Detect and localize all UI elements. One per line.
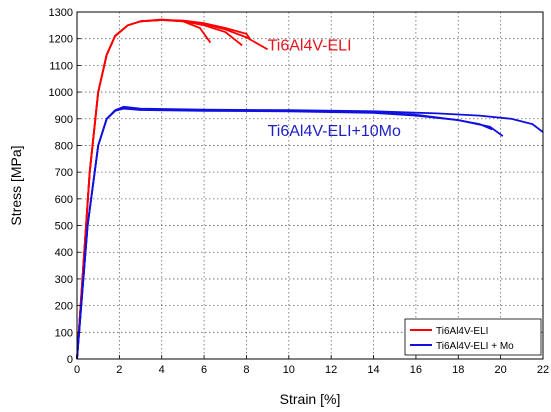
y-tick-label: 600 (55, 194, 73, 206)
tick-labels: 0 2 4 6 8 10 12 14 16 18 20 22 0 100 200 300 400 500 600 70… (49, 7, 550, 376)
x-tick-label: 22 (537, 364, 549, 376)
x-tick-label: 18 (452, 364, 464, 376)
x-tick-label: 4 (159, 364, 165, 376)
plot-area-frame (76, 11, 544, 360)
annotation-ti6al4v-eli: Ti6Al4V-ELI (268, 38, 352, 55)
annotation-ti6al4v-eli-10mo: Ti6Al4V-ELI+10Mo (268, 123, 401, 140)
y-tick-label: 100 (55, 327, 73, 339)
y-tick-label: 500 (55, 221, 73, 233)
y-tick-label: 0 (67, 354, 73, 366)
series-1-curve-2 (76, 105, 544, 360)
y-tick-label: 400 (55, 247, 73, 259)
legend-label-ti6al4v-eli: Ti6Al4V-ELI (436, 326, 488, 337)
series-0-curve-0 (76, 18, 212, 360)
series-0-curve-3 (76, 19, 269, 360)
series-layer (76, 18, 544, 360)
x-tick-label: 20 (495, 364, 507, 376)
y-tick-label: 700 (55, 167, 73, 179)
grid-lines (77, 12, 543, 359)
legend-box (404, 318, 542, 356)
y-axis-label: Stress [MPa] (8, 145, 24, 225)
x-tick-label: 16 (410, 364, 422, 376)
x-tick-label: 2 (116, 364, 122, 376)
y-tick-label: 1000 (49, 87, 73, 99)
y-tick-label: 1300 (49, 7, 73, 19)
y-tick-label: 800 (55, 140, 73, 152)
legend: Ti6Al4V-ELI Ti6Al4V-ELI + Mo (404, 318, 542, 356)
legend-label-ti6al4v-eli-mo: Ti6Al4V-ELI + Mo (436, 341, 514, 352)
y-tick-label: 1100 (49, 60, 73, 72)
y-tick-label: 1200 (49, 34, 73, 46)
x-tick-label: 10 (283, 364, 295, 376)
y-tick-label: 300 (55, 274, 73, 286)
x-tick-label: 12 (325, 364, 337, 376)
x-tick-label: 8 (243, 364, 249, 376)
annotations: Ti6Al4V-ELI Ti6Al4V-ELI+10Mo (268, 38, 401, 140)
x-axis-label: Strain [%] (280, 391, 341, 407)
x-tick-label: 6 (201, 364, 207, 376)
y-tick-label: 200 (55, 301, 73, 313)
x-tick-label: 0 (74, 364, 80, 376)
x-tick-label: 14 (367, 364, 379, 376)
series-0-curve-1 (76, 19, 243, 360)
y-tick-label: 900 (55, 114, 73, 126)
